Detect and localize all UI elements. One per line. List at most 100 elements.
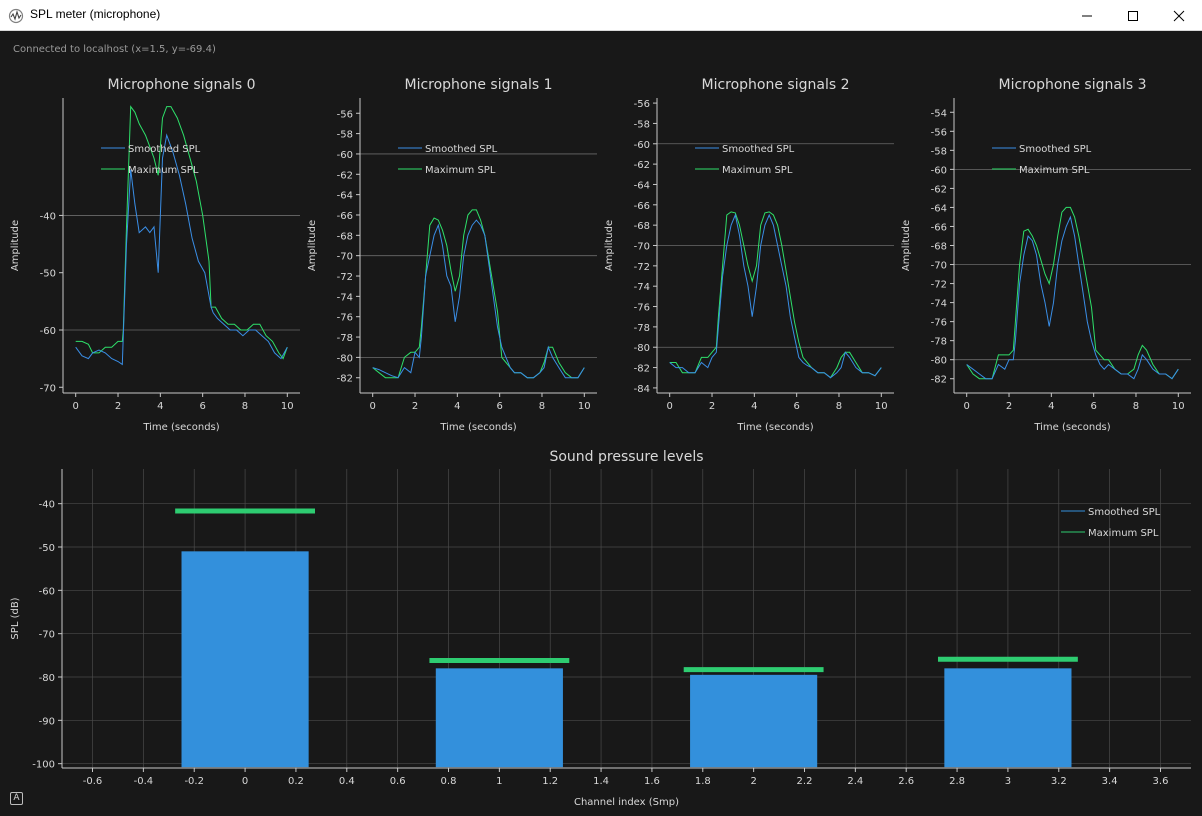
plot-0-x-tick-label: 2	[115, 401, 121, 412]
plot-2-x-tick-label: 6	[793, 401, 799, 412]
plot-3-y-tick-label: -60	[931, 165, 947, 176]
waveform-icon	[8, 8, 24, 24]
plot-3-x-tick-label: 6	[1090, 401, 1096, 412]
plot-0-x-tick-label: 10	[281, 401, 294, 412]
plot-1-y-tick-label: -74	[337, 292, 353, 303]
plot-0-y-tick-label: -60	[40, 326, 56, 337]
plot-4-x-tick-label: 3.4	[1102, 776, 1118, 787]
plot-3-x-tick-label: 4	[1048, 401, 1054, 412]
plot-4-x-label: Channel index (Smp)	[574, 797, 679, 808]
plot-4-y-tick-label: -90	[39, 716, 55, 727]
plot-1-y-tick-label: -80	[337, 353, 353, 364]
plot-4-x-tick-label: 3	[1005, 776, 1011, 787]
plot-4-y-tick-label: -70	[39, 630, 55, 641]
plot-3-y-tick-label: -68	[931, 242, 947, 253]
plot-1-x-tick-label: 6	[496, 401, 502, 412]
plot-4-y-tick-label: -80	[39, 673, 55, 684]
plot-1-x-tick-label: 8	[539, 401, 545, 412]
plot-4-y-tick-label: -60	[39, 586, 55, 597]
plot-4-x-tick-label: 2.8	[949, 776, 965, 787]
plot-1-series-1-line	[372, 209, 585, 379]
plot-4-x-tick-label: 0.6	[390, 776, 406, 787]
plot-3-y-tick-label: -70	[931, 261, 947, 272]
spl-bar-1	[435, 668, 563, 768]
plot-1-y-tick-label: -60	[337, 150, 353, 161]
plot-2-y-tick-label: -56	[634, 99, 650, 110]
plot-4-x-tick-label: 0	[242, 776, 248, 787]
plot-4-x-tick-label: 1.6	[644, 776, 660, 787]
plot-1-y-tick-label: -56	[337, 109, 353, 120]
plot-2-y-tick-label: -80	[634, 343, 650, 354]
microphone-signals-3-plot[interactable]: Microphone signals 3 Time (seconds) Amplit…	[0, 31, 1202, 816]
plot-1-x-label: Time (seconds)	[439, 422, 516, 433]
plot-2-series-0-line	[669, 213, 882, 379]
plot-3-x-label: Time (seconds)	[1033, 422, 1110, 433]
microphone-signals-1-plot[interactable]: Microphone signals 1 Time (seconds) Amplit…	[0, 31, 1202, 816]
plot-2-x-tick-label: 8	[836, 401, 842, 412]
spl-bar-2	[690, 674, 818, 768]
plot-4-x-tick-label: 2.6	[898, 776, 914, 787]
plot-2-x-tick-label: 2	[709, 401, 715, 412]
plot-0-y-tick-label: -70	[40, 383, 56, 394]
sound-pressure-levels-plot[interactable]: Sound pressure levels Channel index (Smp)…	[0, 31, 1202, 816]
plot-3-y-tick-label: -80	[931, 356, 947, 367]
plot-4-x-tick-label: 2.2	[797, 776, 813, 787]
plot-4-y-label: SPL (dB)	[10, 597, 21, 639]
plot-1-legend-label-0: Smoothed SPL	[425, 144, 498, 155]
plot-1-title: Microphone signals 1	[404, 77, 552, 93]
plot-3-y-tick-label: -78	[931, 337, 947, 348]
plot-4-title: Sound pressure levels	[549, 449, 703, 465]
plot-3-x-tick-label: 10	[1172, 401, 1185, 412]
plot-1-y-tick-label: -58	[337, 130, 353, 141]
plot-2-x-label: Time (seconds)	[736, 422, 813, 433]
plot-2-y-tick-label: -72	[634, 262, 650, 273]
plot-0-x-tick-label: 4	[157, 401, 163, 412]
plot-4-x-tick-label: 0.4	[339, 776, 355, 787]
plot-1-y-tick-label: -70	[337, 252, 353, 263]
maximize-icon	[1128, 11, 1138, 21]
plot-3-y-tick-label: -58	[931, 146, 947, 157]
plot-4-y-tick-label: -100	[32, 760, 55, 771]
plot-1-series-group	[372, 209, 585, 379]
plot-1-y-tick-label: -76	[337, 313, 353, 324]
microphone-signals-0-plot[interactable]: Microphone signals 0 Time (seconds) Amplit…	[0, 31, 1202, 816]
plot-1-y-tick-label: -62	[337, 170, 353, 181]
microphone-signals-2-plot[interactable]: Microphone signals 2 Time (seconds) Amplit…	[0, 31, 1202, 816]
plot-0-x-tick-label: 0	[73, 401, 79, 412]
minimize-button[interactable]	[1064, 0, 1110, 31]
plot-4-x-tick-label: 1.4	[593, 776, 609, 787]
close-button[interactable]	[1156, 0, 1202, 31]
plot-4-x-tick-label: 2.4	[847, 776, 863, 787]
plot-4-x-tick-label: -0.6	[83, 776, 103, 787]
plot-2-y-tick-label: -62	[634, 160, 650, 171]
minimize-icon	[1082, 15, 1092, 17]
plot-3-y-tick-label: -56	[931, 127, 947, 138]
plot-1-x-tick-label: 10	[578, 401, 591, 412]
window-title: SPL meter (microphone)	[30, 7, 161, 21]
plot-2-x-tick-label: 4	[751, 401, 757, 412]
maximize-button[interactable]	[1110, 0, 1156, 31]
plot-4-x-tick-label: 0.8	[441, 776, 457, 787]
plot-1-y-tick-label: -72	[337, 272, 353, 283]
plot-4-x-tick-label: 2	[750, 776, 756, 787]
plot-4-legend-label-0: Smoothed SPL	[1088, 507, 1161, 518]
plot-2-y-tick-label: -66	[634, 201, 650, 212]
plot-0-legend-label-0: Smoothed SPL	[128, 144, 201, 155]
autoscale-button[interactable]: A	[10, 792, 23, 805]
plot-3-x-tick-label: 2	[1006, 401, 1012, 412]
plot-3-y-tick-label: -62	[931, 184, 947, 195]
plot-1-y-tick-label: -78	[337, 333, 353, 344]
plot-0-series-group	[75, 105, 288, 366]
plot-0-x-label: Time (seconds)	[142, 422, 219, 433]
plot-1-x-tick-label: 4	[454, 401, 460, 412]
title-bar: SPL meter (microphone)	[0, 0, 1202, 31]
plot-1-x-tick-label: 0	[370, 401, 376, 412]
plot-0-series-0-line	[75, 133, 288, 366]
plot-2-y-tick-label: -84	[634, 384, 650, 395]
plot-3-series-group	[966, 206, 1179, 380]
plot-4-x-tick-label: 3.2	[1051, 776, 1067, 787]
plot-0-title: Microphone signals 0	[107, 77, 255, 93]
plot-4-x-tick-label: -0.4	[134, 776, 154, 787]
plot-0-y-tick-label: -40	[40, 211, 56, 222]
plot-4-x-tick-label: 1	[496, 776, 502, 787]
